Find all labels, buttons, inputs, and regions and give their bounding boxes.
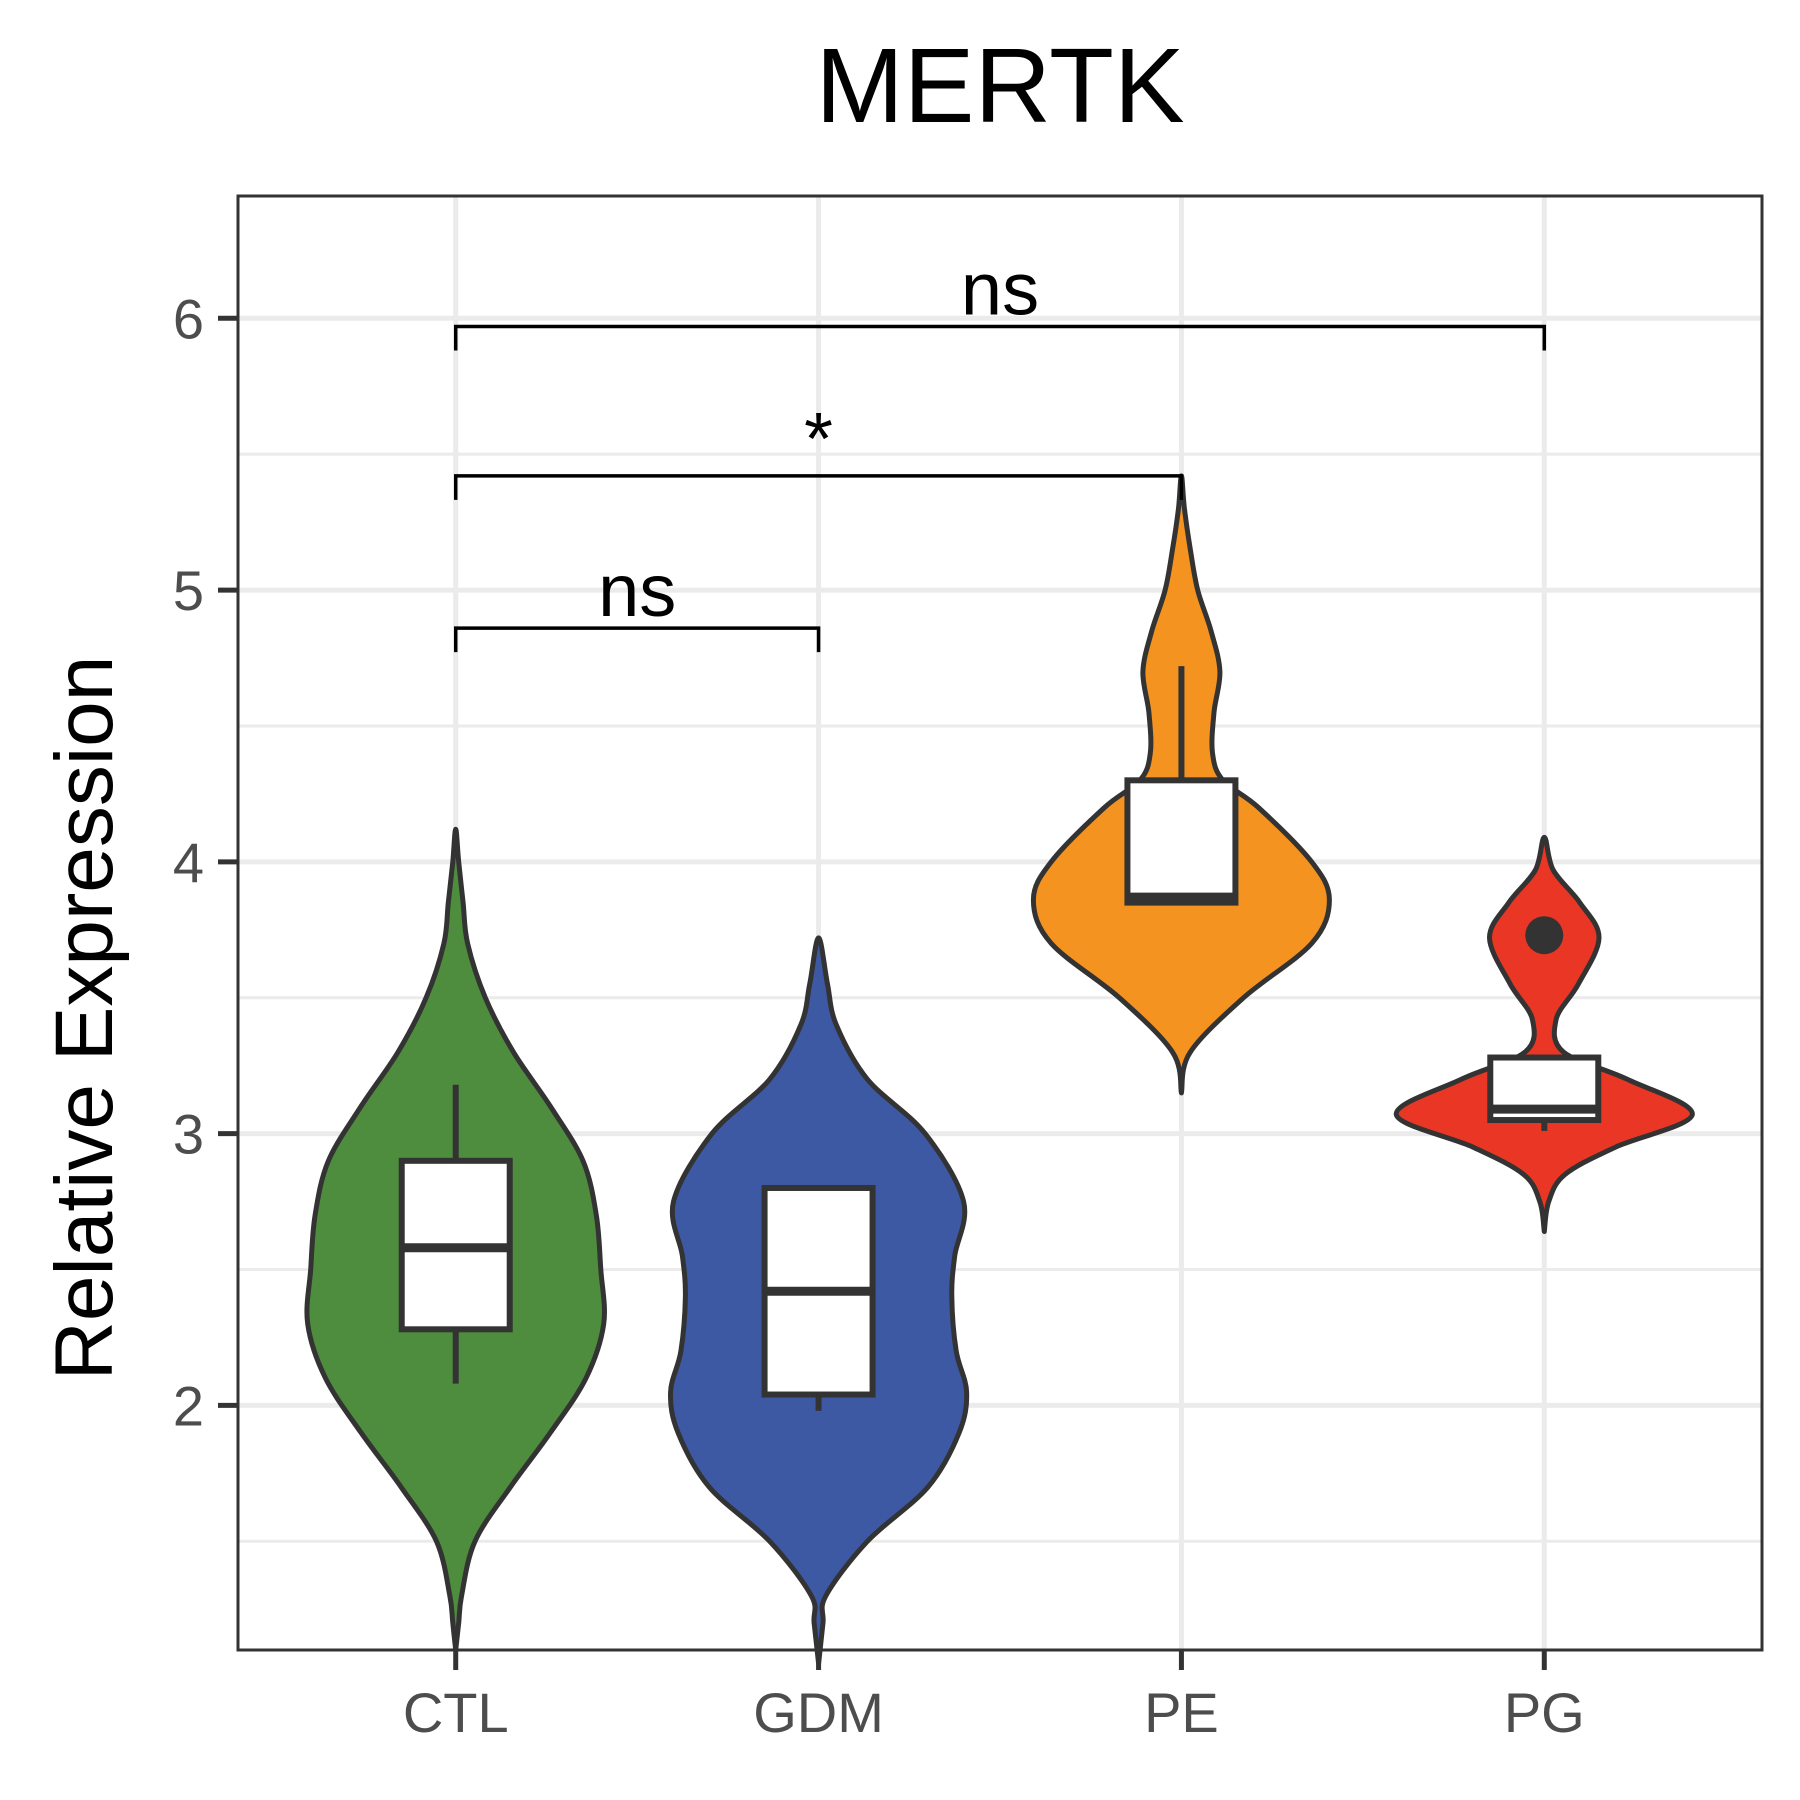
x-tick-label-pg: PG	[1504, 1681, 1585, 1744]
violin-pg	[1393, 834, 1695, 1234]
significance-bracket	[453, 474, 1184, 500]
axes: 2 3 4 5 6 CTL GDM PE PG	[173, 287, 1585, 1744]
plot-panel-border	[236, 194, 1764, 1652]
significance-label: ns	[961, 247, 1039, 330]
y-tick-label: 5	[173, 559, 204, 622]
significance-bracket	[453, 324, 1547, 351]
x-tick-label-gdm: GDM	[753, 1681, 884, 1744]
x-tick-label-pe: PE	[1144, 1681, 1219, 1744]
y-axis-label: Relative Expression	[39, 656, 130, 1381]
box-pe	[1124, 777, 1239, 906]
boxplots	[398, 666, 1602, 1411]
chart-title: MERTK	[815, 27, 1184, 145]
y-tick-label: 2	[173, 1374, 204, 1437]
y-tick-label: 6	[173, 287, 204, 350]
y-tick-label: 3	[173, 1103, 204, 1166]
significance-label: ns	[598, 549, 676, 632]
significance-label: *	[804, 397, 833, 480]
significance-bracket	[453, 626, 821, 653]
significance-brackets: ns * ns	[453, 247, 1547, 653]
violins	[304, 473, 1695, 1667]
x-tick-label-ctl: CTL	[403, 1681, 509, 1744]
outlier-point	[1525, 916, 1564, 955]
y-tick-label: 4	[173, 831, 204, 894]
